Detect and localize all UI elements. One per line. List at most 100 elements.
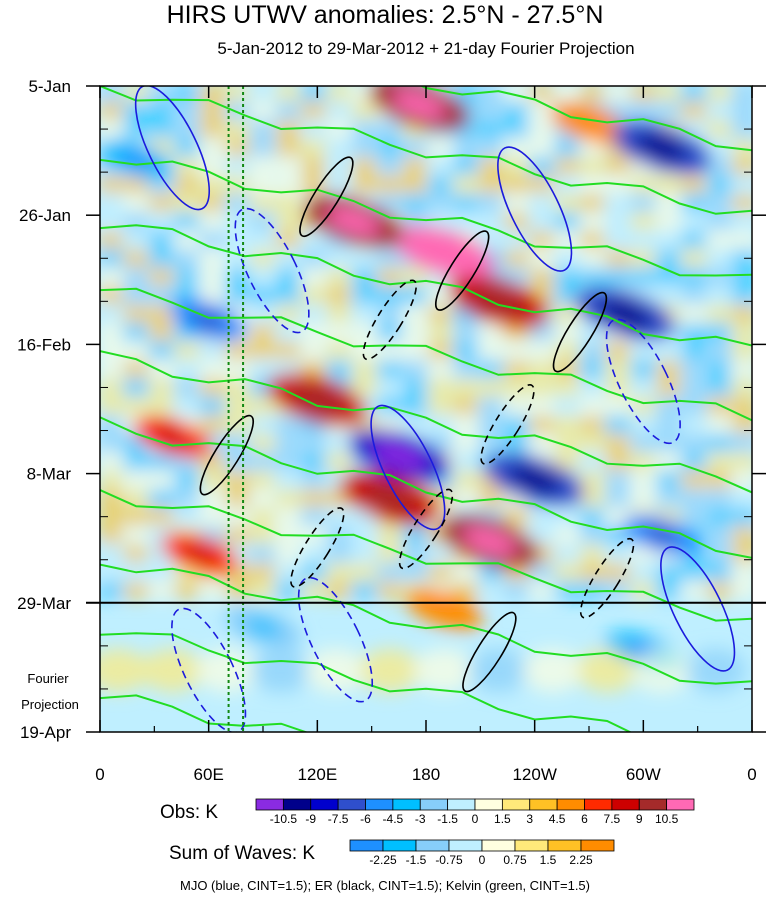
anomaly-cell xyxy=(629,231,658,248)
anomaly-cell xyxy=(299,102,328,119)
anomaly-cell xyxy=(654,231,683,248)
anomaly-cell xyxy=(274,86,303,101)
anomaly-cell xyxy=(100,490,125,507)
anomaly-cell xyxy=(730,102,752,119)
anomaly-cell xyxy=(603,157,632,174)
anomaly-cell xyxy=(401,157,430,174)
anomaly-core xyxy=(644,525,679,545)
anomaly-cell xyxy=(654,361,683,378)
anomaly-cell xyxy=(730,471,752,488)
anomaly-cell xyxy=(249,102,277,119)
anomaly-cell xyxy=(578,194,607,211)
anomaly-cell xyxy=(401,361,430,378)
anomaly-core xyxy=(426,599,462,619)
x-tick-label: 60E xyxy=(194,765,224,784)
anomaly-cell xyxy=(502,139,531,156)
anomaly-cell xyxy=(172,453,201,470)
anomaly-cell xyxy=(147,213,176,230)
waves-colorbar: -2.25 -1.5 -0.75 0 0.75 1.5 2.25 xyxy=(349,839,615,867)
anomaly-cell xyxy=(705,379,734,396)
anomaly-cell xyxy=(578,379,607,396)
anomaly-cell xyxy=(654,453,683,470)
anomaly-cell xyxy=(274,361,303,378)
anomaly-cell xyxy=(299,139,328,156)
anomaly-cell xyxy=(477,379,506,396)
anomaly-cell xyxy=(603,268,632,285)
anomaly-cell xyxy=(553,453,582,470)
anomaly-cell xyxy=(730,453,752,470)
anomaly-cell xyxy=(629,213,658,230)
anomaly-cell xyxy=(553,434,582,451)
anomaly-cell xyxy=(249,490,277,507)
waves-colorbar-level: -2.25 xyxy=(369,853,397,867)
er-contour xyxy=(362,279,417,361)
anomaly-cell xyxy=(654,490,683,507)
anomaly-core xyxy=(371,441,426,469)
anomaly-cell xyxy=(223,121,252,138)
er-contour xyxy=(199,414,254,496)
anomaly-cell xyxy=(578,268,607,285)
obs-colorbar-swatch xyxy=(365,798,394,811)
anomaly-cell xyxy=(451,324,480,341)
anomaly-cell xyxy=(654,86,683,101)
anomaly-cell xyxy=(730,545,752,562)
anomaly-cell xyxy=(325,342,354,359)
anomaly-cell xyxy=(401,397,430,414)
anomaly-cell xyxy=(705,453,734,470)
anomaly-cell xyxy=(730,305,752,322)
anomaly-cell xyxy=(122,379,151,396)
anomaly-cell xyxy=(477,416,506,433)
anomaly-cell xyxy=(249,213,277,230)
anomaly-cell xyxy=(249,268,277,285)
anomaly-cell xyxy=(527,121,556,138)
anomaly-cell xyxy=(502,176,531,193)
anomaly-cell xyxy=(553,342,582,359)
anomaly-cell xyxy=(477,139,506,156)
anomaly-cell xyxy=(249,361,277,378)
anomaly-cell xyxy=(122,305,151,322)
kelvin-contour xyxy=(100,224,752,347)
anomaly-cell xyxy=(578,527,607,544)
anomaly-cell xyxy=(629,361,658,378)
anomaly-cell xyxy=(249,471,277,488)
anomaly-cell xyxy=(223,527,252,544)
anomaly-cell xyxy=(172,250,201,267)
kelvin-contour xyxy=(100,563,752,685)
anomaly-cell xyxy=(426,157,455,174)
anomaly-cell xyxy=(578,564,607,581)
anomaly-cell xyxy=(578,213,607,230)
anomaly-cell xyxy=(223,86,252,101)
anomaly-cell xyxy=(350,139,379,156)
anomaly-core xyxy=(326,207,381,235)
anomaly-cell xyxy=(527,176,556,193)
anomaly-cell xyxy=(527,397,556,414)
anomaly-cell xyxy=(223,397,252,414)
anomaly-cell xyxy=(603,545,632,562)
anomaly-cell xyxy=(249,157,277,174)
anomaly-cell xyxy=(553,416,582,433)
waves-colorbar-level: -1.5 xyxy=(406,853,427,867)
obs-colorbar-swatch xyxy=(529,798,558,811)
anomaly-cell xyxy=(477,121,506,138)
anomaly-cell xyxy=(629,434,658,451)
obs-colorbar-swatch xyxy=(584,798,613,811)
anomaly-cell xyxy=(350,287,379,304)
anomaly-cell xyxy=(629,379,658,396)
anomaly-cell xyxy=(578,397,607,414)
anomaly-cell xyxy=(730,397,752,414)
anomaly-cell xyxy=(274,157,303,174)
anomaly-core xyxy=(155,427,190,447)
anomaly-cell xyxy=(527,527,556,544)
anomaly-cell xyxy=(350,361,379,378)
anomaly-cell xyxy=(730,361,752,378)
anomaly-cell xyxy=(274,508,303,525)
anomaly-cell xyxy=(705,305,734,322)
anomaly-cell xyxy=(553,157,582,174)
mjo-contour xyxy=(297,576,374,703)
anomaly-cell xyxy=(147,453,176,470)
anomaly-cell xyxy=(553,397,582,414)
anomaly-cell xyxy=(730,342,752,359)
x-tick-label: 120W xyxy=(512,765,556,784)
anomaly-cell xyxy=(350,527,379,544)
anomaly-cell xyxy=(350,324,379,341)
